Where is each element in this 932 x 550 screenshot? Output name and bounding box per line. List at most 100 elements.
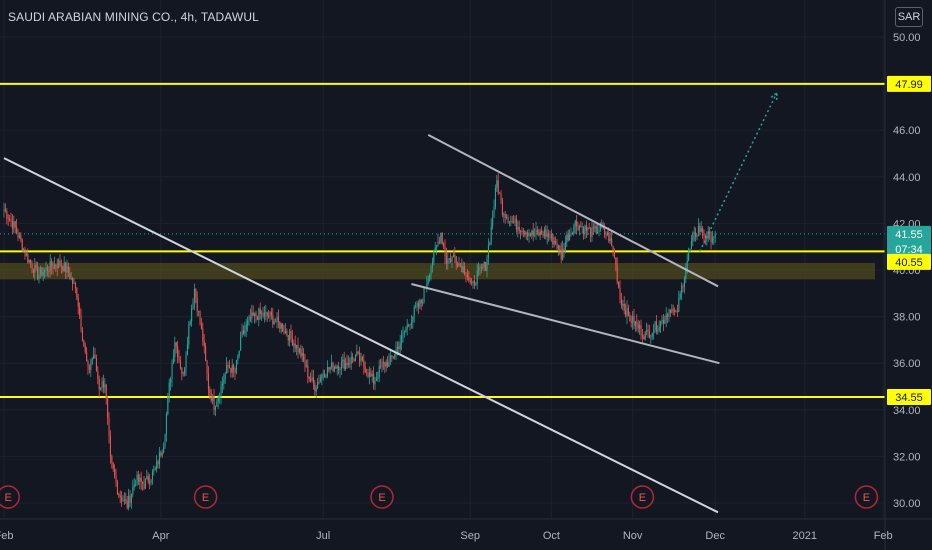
candle-body — [493, 207, 495, 218]
candle-body — [261, 313, 263, 314]
time-axis[interactable]: Feb Apr Jul Sep Oct Nov Dec 2021 Feb — [0, 530, 893, 542]
candle-body — [416, 302, 418, 307]
earnings-marker-label: E — [5, 492, 12, 504]
candle-body — [431, 262, 433, 268]
candle-body — [396, 346, 398, 350]
candle-body — [426, 283, 428, 289]
currency-badge[interactable]: SAR — [895, 7, 923, 27]
candle-body — [503, 214, 505, 216]
earnings-marker[interactable] — [370, 485, 394, 509]
candle-body — [419, 300, 421, 307]
price-tick-label: 32.00 — [893, 451, 921, 463]
candle-body — [669, 309, 671, 313]
candle-body — [482, 267, 484, 268]
candle-body — [489, 242, 491, 246]
candle-body — [195, 288, 197, 299]
earnings-marker[interactable] — [193, 485, 218, 509]
candle-body — [213, 396, 215, 410]
candle-body — [357, 351, 359, 353]
candle-body — [549, 237, 551, 238]
candle-body — [695, 232, 697, 238]
price-badge — [887, 225, 931, 242]
candle-body — [429, 275, 431, 279]
candle-body — [536, 229, 538, 233]
candle-body — [329, 367, 331, 370]
candle-body — [171, 363, 173, 379]
candle-body — [532, 230, 534, 236]
candle-body — [513, 221, 515, 223]
candle-body — [129, 495, 131, 503]
candle-body — [214, 406, 216, 410]
candle-body — [325, 375, 327, 378]
price-tick-label: 38.00 — [893, 312, 921, 324]
candle-body — [668, 309, 670, 317]
trendlines[interactable] — [3, 133, 720, 514]
candle-body — [541, 230, 543, 234]
candle-body — [314, 383, 316, 392]
candle-body — [679, 293, 681, 299]
candle-body — [578, 225, 580, 231]
candle-body — [263, 312, 265, 317]
trendline[interactable] — [3, 157, 719, 514]
candle-body — [454, 254, 456, 257]
candle-body — [658, 326, 660, 331]
candle-body — [501, 200, 503, 216]
candle-body — [543, 229, 545, 236]
earnings-marker[interactable] — [854, 485, 879, 509]
candle-body — [382, 362, 384, 363]
candle-body — [342, 359, 344, 362]
candle-body — [284, 330, 286, 333]
price-badge-text: 34.55 — [895, 392, 923, 404]
candle-body — [276, 316, 278, 322]
candle-body — [459, 263, 461, 266]
candle-body — [499, 192, 501, 194]
candle-body — [615, 257, 617, 265]
candle-body — [444, 246, 446, 256]
candle-body — [339, 368, 341, 371]
candle-body — [611, 238, 613, 246]
horizontal-levels[interactable] — [0, 82, 885, 398]
candle-body — [291, 337, 293, 346]
candle-body — [108, 417, 110, 436]
candle-body — [535, 229, 537, 235]
candle-body — [74, 283, 76, 289]
candle-body — [703, 235, 705, 237]
candle-body — [490, 226, 492, 243]
candle-body — [13, 221, 15, 229]
time-tick-label: Sep — [460, 530, 480, 542]
trendline[interactable] — [427, 133, 719, 288]
candle-body — [377, 377, 379, 379]
candle-body — [324, 374, 326, 378]
candle-body — [140, 477, 142, 482]
earnings-marker[interactable] — [0, 485, 20, 509]
candle-body — [255, 312, 257, 317]
candle-body — [273, 321, 275, 325]
candle-body — [315, 388, 317, 392]
candle-body — [457, 263, 459, 267]
candle-body — [626, 307, 628, 317]
candle-body — [23, 249, 25, 251]
candle-body — [625, 310, 627, 317]
earnings-marker[interactable] — [630, 485, 655, 509]
candle-body — [577, 226, 579, 231]
candle-body — [328, 367, 330, 370]
projection-line[interactable] — [699, 91, 778, 252]
candle-body — [469, 280, 471, 282]
candle-body — [168, 382, 170, 397]
candle-body — [630, 321, 632, 323]
candle-body — [352, 356, 354, 359]
candle-body — [179, 360, 181, 368]
candle-body — [562, 248, 564, 260]
candle-body — [373, 374, 375, 385]
candle-body — [93, 354, 95, 359]
candle-body — [18, 235, 20, 238]
candle-body — [207, 373, 209, 390]
trendline[interactable] — [411, 283, 720, 365]
time-tick-label: Dec — [705, 530, 725, 542]
candle-body — [700, 228, 702, 233]
candle-body — [268, 315, 270, 317]
projection-line[interactable] — [699, 92, 778, 252]
candle-body — [167, 396, 169, 415]
